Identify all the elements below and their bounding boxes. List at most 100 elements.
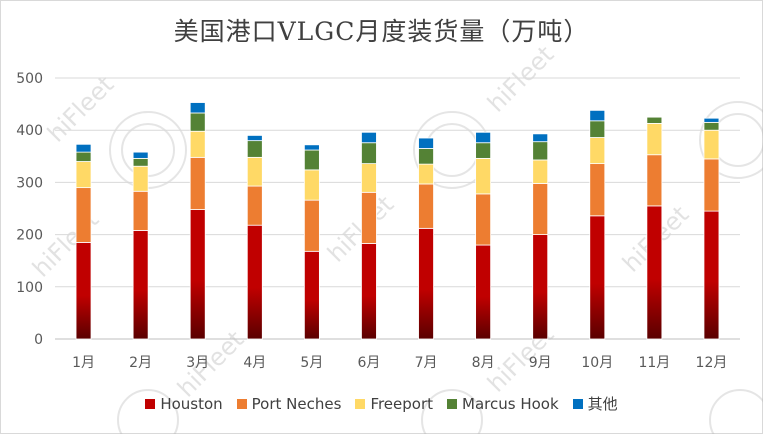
bar-segment-marcus-hook — [532, 141, 549, 161]
bar-segment-marcus-hook — [361, 142, 377, 165]
bar-segment-port-neches — [303, 199, 320, 252]
bar-segment-houston — [303, 250, 320, 340]
bar-segment-houston — [532, 234, 549, 340]
bar-segment-freeport — [75, 161, 92, 189]
bar-segment-houston — [361, 243, 377, 340]
watermark-seal — [709, 389, 763, 434]
bar-segment-freeport — [532, 159, 549, 184]
bar-segment-houston — [246, 224, 263, 340]
bar-segment-其他 — [189, 102, 206, 114]
bar-segment-marcus-hook — [246, 140, 263, 158]
bar-segment-marcus-hook — [418, 148, 434, 165]
bar-segment-freeport — [589, 137, 606, 165]
legend-swatch — [572, 398, 583, 409]
bar-segment-freeport — [132, 165, 149, 192]
bar-segment-freeport — [246, 156, 263, 187]
legend-swatch — [355, 398, 366, 409]
legend-item: Freeport — [355, 395, 433, 413]
chart-title: 美国港口VLGC月度装货量（万吨） — [173, 17, 590, 46]
bar-segment-port-neches — [532, 183, 549, 235]
bar-segment-houston — [475, 244, 492, 340]
watermark-seal — [117, 389, 179, 434]
x-tick-label: 4月 — [243, 355, 266, 371]
bar-segment-houston — [75, 242, 92, 340]
legend-item: 其他 — [572, 393, 618, 414]
x-tick-label: 7月 — [415, 355, 438, 371]
legend-label: Houston — [160, 394, 223, 413]
legend-label: 其他 — [587, 395, 618, 413]
bar-segment-freeport — [303, 169, 320, 201]
bar-segment-houston — [418, 227, 434, 340]
x-tick-label: 2月 — [129, 355, 152, 371]
y-tick-label: 300 — [16, 175, 43, 191]
bar-segment-freeport — [418, 163, 434, 185]
bar-segment-marcus-hook — [475, 142, 492, 159]
bar-segment-port-neches — [189, 156, 206, 210]
x-tick-label: 3月 — [186, 355, 209, 371]
y-tick-label: 500 — [16, 71, 43, 87]
bar-segment-houston — [646, 205, 663, 340]
legend-swatch — [236, 398, 247, 409]
x-tick-label: 5月 — [300, 355, 323, 371]
x-tick-label: 8月 — [472, 355, 495, 371]
y-tick-label: 100 — [16, 280, 43, 296]
x-tick-label: 10月 — [581, 355, 613, 371]
bar-segment-其他 — [246, 135, 263, 142]
bar-segment-houston — [189, 209, 206, 340]
bar-segment-port-neches — [361, 191, 377, 244]
legend: Houston Port Neches Freeport Marcus Hook 其他 — [0, 393, 763, 414]
bar-segment-port-neches — [132, 190, 149, 231]
bar-segment-其他 — [132, 151, 149, 159]
bar-segment-houston — [589, 215, 606, 340]
bar-segment-marcus-hook — [189, 112, 206, 132]
bar-segment-port-neches — [75, 187, 92, 243]
bar-segment-freeport — [703, 129, 720, 160]
bar-segment-houston — [703, 210, 720, 340]
bar-segment-port-neches — [418, 183, 434, 229]
bar-segment-freeport — [361, 163, 377, 193]
bar-segment-其他 — [703, 117, 720, 123]
bar-segment-freeport — [475, 157, 492, 195]
legend-swatch — [447, 398, 458, 409]
legend-item: Marcus Hook — [447, 395, 559, 413]
bar-segment-port-neches — [646, 154, 663, 207]
bar-segment-其他 — [532, 133, 549, 143]
bar-segment-marcus-hook — [589, 120, 606, 138]
bar-segment-freeport — [646, 123, 663, 156]
watermark-seal — [421, 389, 483, 434]
bar-segment-其他 — [418, 137, 434, 149]
y-tick-label: 200 — [16, 228, 43, 244]
bar-segment-port-neches — [589, 163, 606, 217]
bar-segment-其他 — [475, 131, 492, 144]
x-tick-label: 11月 — [638, 355, 670, 371]
bar-segment-marcus-hook — [75, 151, 92, 162]
bar-segment-port-neches — [475, 193, 492, 246]
bar-segment-freeport — [189, 130, 206, 158]
bar-segment-marcus-hook — [703, 121, 720, 131]
x-tick-label: 1月 — [72, 355, 95, 371]
watermark-seal — [699, 101, 763, 179]
y-tick-label: 0 — [34, 332, 43, 348]
legend-item: Houston — [145, 394, 223, 413]
bar-segment-port-neches — [703, 158, 720, 212]
legend-item: Port Neches — [236, 394, 342, 413]
bar-segment-marcus-hook — [646, 116, 663, 124]
bar-segment-其他 — [303, 144, 320, 151]
bar-segment-marcus-hook — [132, 157, 149, 167]
legend-label: Freeport — [370, 394, 434, 413]
bar-segment-其他 — [75, 143, 92, 153]
x-tick-label: 6月 — [357, 355, 380, 371]
bar-segment-port-neches — [246, 185, 263, 226]
bar-segment-其他 — [589, 109, 606, 122]
x-tick-label: 9月 — [529, 355, 552, 371]
bar-segment-其他 — [361, 131, 377, 144]
legend-label: Marcus Hook — [462, 394, 559, 413]
y-tick-label: 400 — [16, 123, 43, 139]
legend-swatch — [145, 398, 156, 409]
bar-segment-marcus-hook — [303, 149, 320, 171]
legend-label: Port Neches — [251, 394, 342, 413]
x-tick-label: 12月 — [696, 355, 728, 371]
bar-segment-houston — [132, 230, 149, 340]
